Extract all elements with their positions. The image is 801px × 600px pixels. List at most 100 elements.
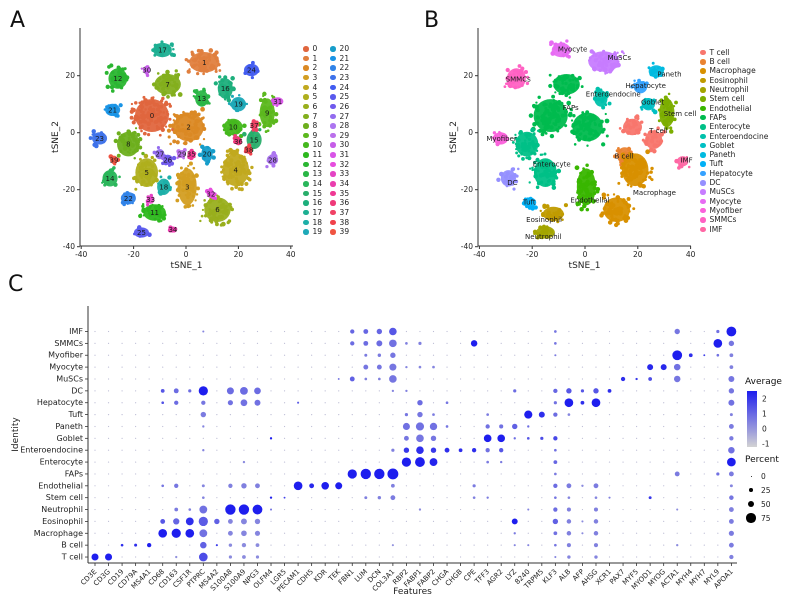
expression-dot: [541, 461, 543, 463]
expression-dot: [283, 390, 286, 392]
expression-dot: [392, 425, 394, 428]
expression-dot: [107, 354, 110, 356]
expression-dot: [189, 556, 191, 558]
legend-swatch-icon: [330, 132, 336, 139]
expression-dot: [229, 425, 232, 428]
expression-dot: [338, 532, 340, 534]
expression-dot: [620, 376, 626, 382]
expression-dot: [324, 473, 326, 475]
expression-dot: [459, 342, 462, 344]
expression-dot: [541, 520, 543, 523]
expression-dot: [405, 365, 408, 369]
expression-dot: [581, 413, 584, 416]
legend-label: 35: [339, 188, 350, 198]
x-axis-title: tSNE_1: [171, 261, 203, 271]
expression-dot: [581, 520, 584, 523]
expression-dot: [690, 366, 692, 368]
expression-dot: [635, 485, 638, 487]
legend-item-cluster-26: 26: [330, 102, 349, 112]
expression-dot: [135, 378, 137, 380]
expression-dot: [365, 425, 367, 428]
expression-dot: [581, 354, 584, 356]
expression-dot: [419, 544, 421, 546]
expression-dot: [255, 555, 260, 559]
expression-dot: [202, 330, 205, 333]
legend-item-stem-cell: Stem cell: [700, 94, 768, 103]
expression-dot: [527, 461, 529, 463]
expression-dot: [243, 354, 245, 356]
x-tick-label: 20: [234, 250, 244, 259]
expression-dot: [162, 497, 164, 499]
expression-dot: [311, 390, 313, 392]
legend-label: 32: [339, 159, 350, 169]
expression-dot: [189, 354, 191, 356]
expression-dot: [445, 425, 449, 428]
cluster-label: 9: [265, 109, 269, 117]
cluster-label: 17: [158, 47, 167, 55]
expression-dot: [568, 354, 570, 356]
expression-dot: [446, 330, 448, 333]
expression-dot: [297, 473, 299, 475]
percent-legend-title: Percent: [745, 455, 779, 465]
expression-dot: [405, 544, 408, 546]
legend-label: 31: [339, 150, 350, 160]
expression-dot: [94, 402, 96, 404]
identity-label: FAPs: [65, 469, 83, 478]
percent-size-dot-icon: [747, 500, 755, 508]
expression-dot: [392, 413, 394, 416]
expression-dot: [107, 449, 110, 451]
expression-dot: [568, 473, 570, 475]
expression-dot: [364, 496, 368, 500]
expression-dot: [568, 378, 570, 380]
expression-dot: [256, 473, 259, 475]
expression-dot: [162, 437, 164, 439]
expression-dot: [228, 543, 233, 547]
expression-dot: [649, 354, 651, 356]
expression-dot: [107, 413, 110, 416]
legend-item-cluster-31: 31: [330, 150, 349, 160]
legend-item-cluster-18: 18: [303, 218, 322, 228]
expression-dot: [417, 411, 423, 418]
expression-dot: [158, 528, 168, 538]
expression-dot: [663, 425, 665, 428]
expression-dot: [189, 449, 191, 451]
expression-dot: [283, 556, 286, 558]
expression-dot: [459, 497, 462, 499]
expression-dot: [716, 353, 720, 357]
expression-dot: [595, 437, 597, 439]
expression-dot: [514, 402, 516, 404]
expression-dot: [649, 449, 651, 451]
expression-dot: [432, 365, 435, 369]
expression-dot: [229, 413, 232, 416]
legend-label: 0: [312, 44, 318, 54]
expression-dot: [94, 378, 96, 380]
expression-dot: [162, 366, 164, 368]
legend-item-cluster-30: 30: [330, 140, 349, 150]
expression-dot: [649, 532, 651, 534]
expression-dot: [690, 437, 692, 439]
legend-item-cluster-11: 11: [303, 150, 322, 160]
expression-dot: [568, 330, 570, 333]
expression-dot: [162, 449, 164, 451]
legend-item-cluster-32: 32: [330, 160, 349, 170]
legend-label: 7: [312, 111, 318, 121]
identity-label: MuSCs: [56, 374, 83, 383]
expression-dot: [672, 350, 683, 361]
expression-dot: [162, 473, 164, 475]
legend-item-cluster-2: 2: [303, 63, 322, 73]
expression-dot: [635, 330, 638, 333]
expression-dot: [500, 402, 502, 404]
expression-dot: [676, 532, 678, 534]
identity-label: B cell: [61, 541, 83, 550]
expression-dot: [622, 342, 624, 344]
cluster-label: 12: [113, 75, 122, 83]
expression-dot: [446, 532, 448, 534]
expression-dot: [554, 366, 556, 368]
expression-dot: [270, 330, 272, 333]
expression-dot: [649, 342, 651, 344]
legend-label: 23: [339, 72, 350, 82]
expression-dot: [568, 342, 570, 344]
expression-dot: [415, 457, 425, 467]
expression-dot: [690, 330, 692, 333]
